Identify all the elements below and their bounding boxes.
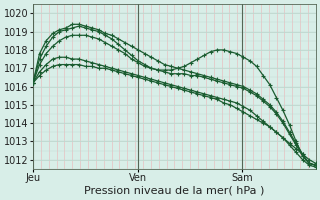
X-axis label: Pression niveau de la mer( hPa ): Pression niveau de la mer( hPa ) — [84, 186, 265, 196]
